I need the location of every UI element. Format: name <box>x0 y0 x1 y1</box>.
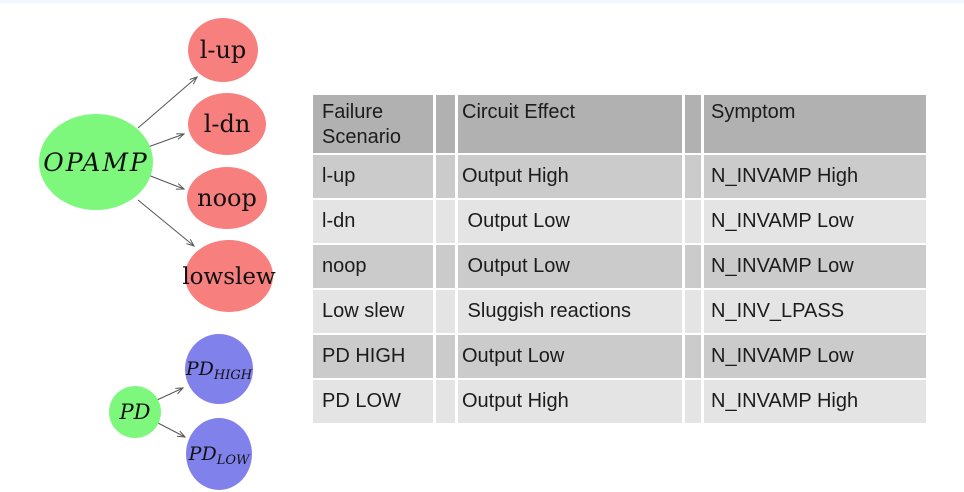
node-pdhigh-ellipse <box>185 334 253 404</box>
node-lup-ellipse <box>188 18 258 82</box>
node-noop-ellipse <box>187 167 267 229</box>
window-top-edge <box>0 0 964 3</box>
table-cell-effect: Output High <box>458 380 682 423</box>
node-pdhigh-label-sub: HIGH <box>213 368 253 383</box>
node-pd-label: PD <box>119 400 151 424</box>
node-pdlow-ellipse <box>186 418 252 490</box>
table-cell-scenario: PD HIGH <box>313 335 433 378</box>
table-cell-effect: Sluggish reactions <box>458 290 682 333</box>
arrow-pd-to-pdhigh <box>156 388 183 401</box>
table-cell-spacer <box>685 155 701 198</box>
table-header-failure-scenario: Failure Scenario <box>313 95 433 153</box>
table-header-circuit-effect: Circuit Effect <box>458 95 682 153</box>
arrow-opamp-to-ldn <box>147 134 184 148</box>
node-ldn-label: l-dn <box>204 110 251 138</box>
arrow-opamp-to-lup <box>137 77 197 129</box>
table-cell-scenario: PD LOW <box>313 380 433 423</box>
node-noop-label: noop <box>197 184 257 212</box>
node-pdlow-label-main: PD <box>188 443 217 465</box>
table-header-spacer-1 <box>436 95 455 153</box>
node-opamp-ellipse <box>39 114 153 210</box>
table-cell-scenario: noop <box>313 245 433 288</box>
node-lowslew-ellipse <box>185 240 273 312</box>
table-cell-spacer <box>436 290 455 333</box>
node-lup-label: l-up <box>200 36 247 64</box>
node-opamp-label: OPAMP <box>43 148 149 177</box>
arrow-opamp-to-noop <box>147 174 184 189</box>
table-cell-symptom: N_INVAMP High <box>704 380 926 423</box>
table-cell-spacer <box>685 245 701 288</box>
table-cell-effect: Output Low <box>458 245 682 288</box>
node-lowslew-label: lowslew <box>182 264 276 290</box>
table-cell-scenario: l-dn <box>313 200 433 243</box>
table-cell-effect: Output Low <box>458 335 682 378</box>
table-cell-scenario: Low slew <box>313 290 433 333</box>
table-cell-effect: Output Low <box>458 200 682 243</box>
failure-scenario-table: Failure Scenario Circuit Effect Symptom … <box>313 95 926 423</box>
node-ldn-ellipse <box>188 93 266 155</box>
table-cell-symptom: N_INVAMP Low <box>704 245 926 288</box>
node-pdlow-label-sub: LOW <box>216 453 251 468</box>
table-header-spacer-2 <box>685 95 701 153</box>
table-cell-spacer <box>436 245 455 288</box>
table-cell-effect: Output High <box>458 155 682 198</box>
node-pdhigh-label-main: PD <box>185 358 214 380</box>
table-cell-spacer <box>436 200 455 243</box>
table-cell-symptom: N_INVAMP Low <box>704 200 926 243</box>
table-cell-spacer <box>436 335 455 378</box>
node-pdlow-label: PDLOW <box>188 443 251 468</box>
table-cell-scenario: l-up <box>313 155 433 198</box>
table-cell-symptom: N_INV_LPASS <box>704 290 926 333</box>
node-pdhigh-label: PDHIGH <box>185 358 253 383</box>
table-cell-spacer <box>436 155 455 198</box>
arrow-opamp-to-lowslew <box>137 199 194 246</box>
table-cell-symptom: N_INVAMP Low <box>704 335 926 378</box>
node-pd-ellipse <box>109 386 161 438</box>
table-cell-spacer <box>685 380 701 423</box>
table-cell-symptom: N_INVAMP High <box>704 155 926 198</box>
arrow-pd-to-pdlow <box>157 422 185 437</box>
table-cell-spacer <box>436 380 455 423</box>
table-cell-spacer <box>685 200 701 243</box>
failure-mode-diagram: OPAMP l-up l-dn noop lowslew PD PDHIGH P… <box>39 18 276 490</box>
table-cell-spacer <box>685 290 701 333</box>
table-header-symptom: Symptom <box>704 95 926 153</box>
table-cell-spacer <box>685 335 701 378</box>
